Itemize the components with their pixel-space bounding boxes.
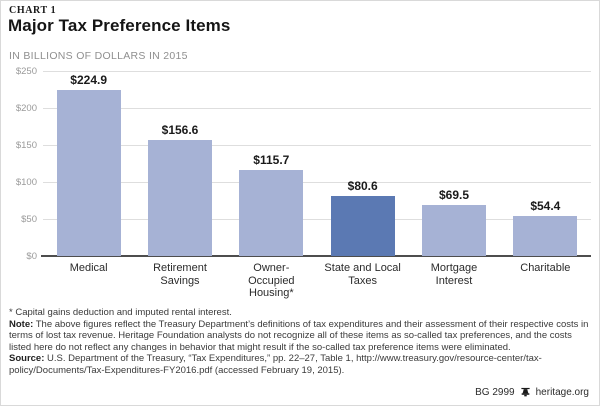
source-text: U.S. Department of the Treasury, “Tax Ex… (9, 353, 542, 376)
asterisk-footnote: * Capital gains deduction and imputed re… (9, 307, 232, 318)
bar-retirement-savings (148, 140, 212, 256)
bar-value-retirement-savings: $156.6 (161, 123, 199, 138)
gridline (43, 182, 591, 183)
bar-mortgage-interest (422, 204, 486, 256)
gridline (43, 108, 591, 109)
bar-value-state-and-local-taxes: $80.6 (347, 179, 378, 194)
y-axis-tick-label: $150 (15, 140, 37, 151)
source-label: Source: (9, 353, 45, 365)
gridline (43, 71, 591, 72)
y-axis-tick-label: $50 (21, 214, 37, 225)
chart-number: CHART 1 (9, 5, 57, 16)
bar-value-charitable: $54.4 (530, 198, 561, 213)
y-axis-tick-label: $250 (15, 66, 37, 77)
bar-state-and-local-taxes (330, 196, 395, 256)
bar-medical (56, 89, 121, 256)
bar-value-medical: $224.9 (70, 72, 107, 87)
bar-label-medical: Medical (69, 262, 108, 274)
bar-chart: $0 $50 $100 $150 $200 $250 $224.9 Medical $156.6… (1, 1, 600, 301)
source-paragraph: Source: U.S. Department of the Treasury,… (9, 353, 591, 376)
page-title: Major Tax Preference Items (8, 16, 231, 35)
bar-charitable (513, 215, 578, 256)
gridline (43, 219, 591, 220)
note-paragraph: Note: The above figures reflect the Trea… (9, 319, 591, 354)
bar-value-mortgage-interest: $69.5 (438, 187, 470, 202)
note-label: Note: (9, 318, 34, 330)
gridline (43, 145, 591, 146)
bar-label-state-and-local-taxes: State and Local Taxes (324, 262, 401, 287)
page-footer: BG 2999 heritage.org (475, 387, 589, 398)
bar-label-charitable: Charitable (520, 262, 571, 274)
chart-units-subtitle: IN BILLIONS OF DOLLARS IN 2015 (9, 50, 188, 62)
site-link: heritage.org (535, 387, 589, 398)
bar-label-owner-occupied-housing: Owner- Occupied Housing* (248, 262, 295, 299)
y-axis-tick-label: $0 (26, 251, 37, 262)
liberty-bell-icon (520, 387, 531, 398)
x-axis-line (41, 255, 591, 257)
note-text: The above figures reflect the Treasury D… (9, 318, 589, 353)
footnotes: * Capital gains deduction and imputed re… (9, 307, 591, 377)
bar-value-owner-occupied-housing: $115.7 (253, 153, 290, 168)
bar-label-retirement-savings: Retirement Savings (153, 262, 207, 287)
y-axis-tick-label: $200 (15, 103, 37, 114)
bar-label-mortgage-interest: Mortgage Interest (430, 262, 478, 287)
bg-number: BG 2999 (475, 387, 515, 398)
bar-owner-occupied-housing (239, 170, 304, 256)
y-axis-tick-label: $100 (15, 177, 37, 188)
